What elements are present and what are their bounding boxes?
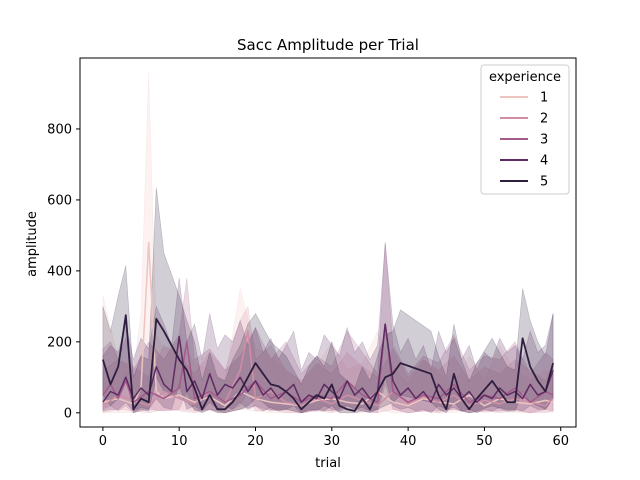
x-tick-label: 50 bbox=[476, 434, 493, 449]
legend-title: experience bbox=[489, 70, 561, 85]
legend-label-1: 1 bbox=[540, 91, 548, 106]
chart-title: Sacc Amplitude per Trial bbox=[237, 36, 419, 54]
plot-frame bbox=[79, 57, 577, 428]
line-series-4 bbox=[102, 323, 554, 403]
legend-label-2: 2 bbox=[540, 112, 548, 127]
y-tick-label: 0 bbox=[64, 406, 72, 421]
x-tick-label: 10 bbox=[171, 434, 188, 449]
x-axis-label: trial bbox=[315, 456, 341, 471]
legend-label-4: 4 bbox=[540, 154, 548, 169]
legend-items: 1 2 3 4 5 bbox=[500, 91, 548, 190]
y-tick-label: 200 bbox=[47, 335, 72, 350]
legend: experience 1 2 3 4 5 bbox=[480, 64, 570, 195]
y-tick-label: 600 bbox=[47, 193, 72, 208]
x-tick-label: 40 bbox=[400, 434, 417, 449]
x-tick-label: 60 bbox=[552, 434, 569, 449]
y-tick-label: 800 bbox=[47, 122, 72, 137]
x-tick-label: 30 bbox=[324, 434, 341, 449]
y-axis-label: amplitude bbox=[25, 211, 40, 277]
ci-band-series-1 bbox=[102, 72, 554, 414]
line-series-2 bbox=[102, 330, 554, 407]
x-axis-ticks: 0 10 20 30 40 50 60 bbox=[99, 427, 569, 449]
legend-label-5: 5 bbox=[540, 175, 548, 190]
x-tick-label: 0 bbox=[99, 434, 107, 449]
legend-label-3: 3 bbox=[540, 133, 548, 148]
ci-band-series-3 bbox=[102, 242, 554, 414]
x-tick-label: 20 bbox=[247, 434, 264, 449]
y-tick-label: 400 bbox=[47, 264, 72, 279]
y-axis-ticks: 0 200 400 600 800 bbox=[47, 122, 80, 421]
series-lines bbox=[102, 241, 554, 412]
line-series-5 bbox=[102, 314, 554, 412]
